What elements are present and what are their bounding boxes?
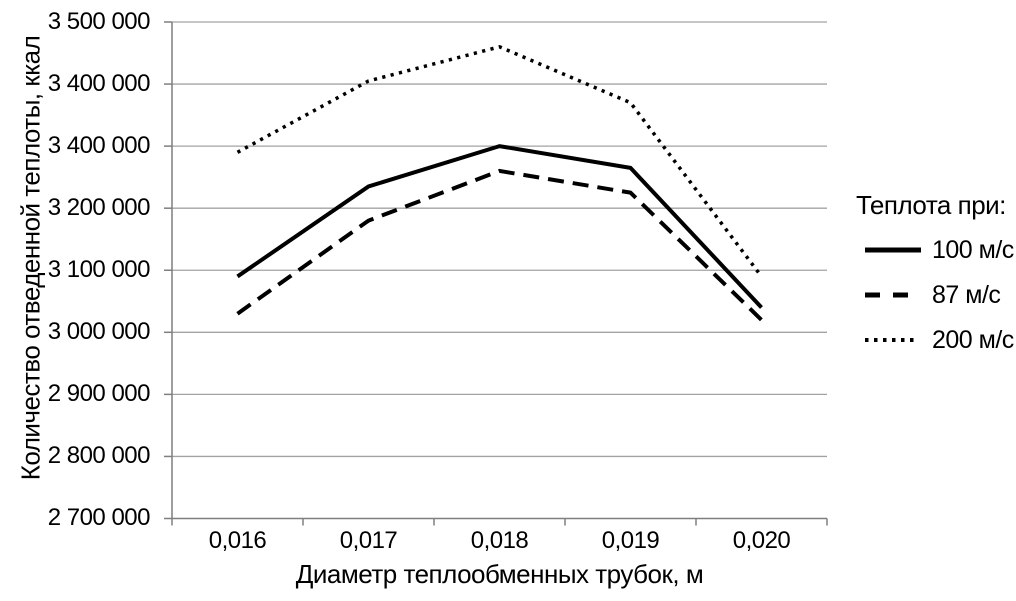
x-axis-tick-label: 0,018	[470, 527, 529, 554]
series-line-dotted	[236, 44, 763, 278]
legend-swatch-solid-line-icon	[865, 247, 921, 253]
y-axis-tick-label: 3 400 000	[47, 132, 151, 159]
legend-item: 100 м/с	[864, 233, 1014, 267]
legend-item-label: 87 м/с	[932, 280, 1001, 309]
y-axis-tick-label: 2 700 000	[47, 504, 151, 531]
y-axis-tick-label: 2 800 000	[47, 442, 151, 469]
legend-item: 87 м/с	[864, 278, 1014, 312]
x-axis-tick-label: 0,020	[732, 527, 791, 554]
x-axis-tick-label: 0,019	[601, 527, 660, 554]
legend-item: 200 м/с	[864, 323, 1014, 357]
legend-item-label: 200 м/с	[932, 325, 1014, 354]
legend-title: Теплота при:	[856, 190, 1006, 220]
legend: Теплота при: 100 м/с 87 м/с 200 м/с	[856, 190, 1014, 368]
y-axis-tick-label: 3 500 000	[47, 8, 151, 35]
legend-item-label: 100 м/с	[932, 235, 1014, 264]
legend-swatch-dashed-line-icon	[865, 292, 921, 298]
x-axis-title: Диаметр теплообменных трубок, м	[295, 559, 704, 589]
legend-swatch-dotted-line-icon	[865, 338, 919, 342]
x-axis-tick-label: 0,016	[208, 527, 267, 554]
series-line-dashed	[236, 168, 763, 322]
series-line-solid	[236, 144, 763, 309]
y-axis-tick-label: 3 400 000	[47, 70, 151, 97]
x-axis-tick-label: 0,017	[339, 527, 398, 554]
y-axis-tick-label: 3 200 000	[47, 194, 151, 221]
y-axis-tick-label: 3 000 000	[47, 318, 151, 345]
y-axis-tick-label: 3 100 000	[47, 256, 151, 283]
y-axis-tick-label: 2 900 000	[47, 380, 151, 407]
